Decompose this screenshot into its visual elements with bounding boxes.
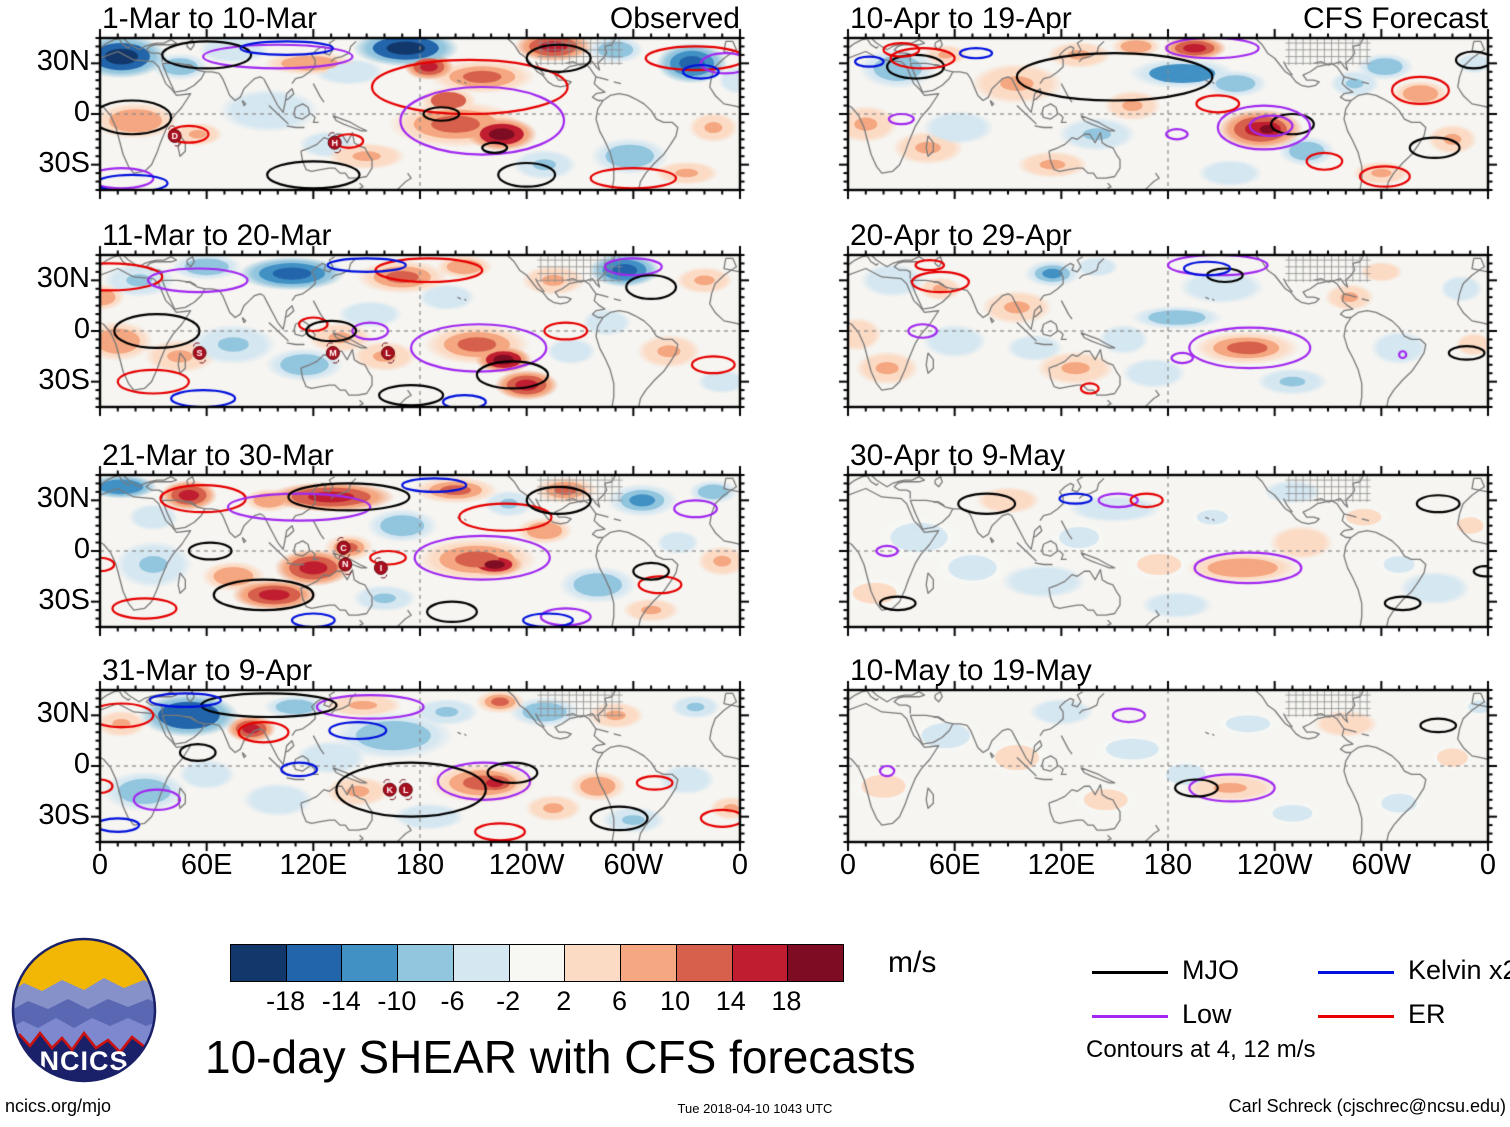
x-axis-tick-label: 120E bbox=[279, 849, 348, 881]
svg-text:NCICS: NCICS bbox=[39, 1046, 128, 1076]
footer-timestamp: Tue 2018-04-10 1043 UTC bbox=[677, 1101, 833, 1116]
x-axis-tick-label: 60W bbox=[1351, 849, 1412, 881]
colorbar-cell-2 bbox=[341, 945, 398, 981]
x-axis-tick-label: 60W bbox=[603, 849, 664, 881]
y-axis-tick-label: 0 bbox=[73, 533, 90, 565]
colorbar-cell-7 bbox=[620, 945, 676, 981]
x-axis-tick-label: 120E bbox=[1027, 849, 1096, 881]
map-canvas-fcst4 bbox=[836, 678, 1500, 854]
map-canvas-obs4 bbox=[88, 678, 752, 854]
colorbar-cell-4 bbox=[452, 945, 509, 981]
legend-label-mjo: MJO bbox=[1182, 955, 1239, 985]
colorbar-tick-label: -6 bbox=[440, 986, 465, 1016]
colorbar-cell-5 bbox=[508, 945, 565, 981]
y-axis-tick-label: 30S bbox=[38, 583, 90, 616]
figure-title: 10-day SHEAR with CFS forecasts bbox=[205, 1031, 916, 1083]
y-axis-tick-label: 30S bbox=[38, 146, 90, 179]
colorbar-cell-0 bbox=[231, 945, 286, 981]
colorbar-cell-3 bbox=[397, 945, 453, 981]
colorbar-cell-9 bbox=[731, 945, 788, 981]
colorbar-tick-label: -14 bbox=[321, 986, 361, 1016]
map-canvas-obs1 bbox=[88, 26, 752, 202]
legend-line-kelvin bbox=[1318, 971, 1394, 974]
map-canvas-obs3 bbox=[88, 463, 752, 639]
x-axis-tick-label: 0 bbox=[91, 849, 109, 881]
map-canvas-fcst2 bbox=[836, 243, 1500, 419]
y-axis-tick-label: 0 bbox=[73, 96, 90, 128]
footer-url: ncics.org/mjo bbox=[5, 1096, 112, 1116]
x-axis-tick-label: 180 bbox=[1143, 849, 1193, 881]
contour-legend-note: Contours at 4, 12 m/s bbox=[1086, 1036, 1316, 1063]
y-axis-tick-label: 0 bbox=[73, 748, 90, 780]
y-axis-tick-label: 30N bbox=[36, 482, 90, 515]
colorbar-tick-label: 6 bbox=[611, 986, 627, 1016]
colorbar-tick-label: 2 bbox=[556, 986, 572, 1016]
map-canvas-obs2 bbox=[88, 243, 752, 419]
legend-label-low: Low bbox=[1182, 999, 1232, 1029]
x-axis-tick-label: 120W bbox=[1236, 849, 1313, 881]
colorbar-tick-label: -18 bbox=[266, 986, 306, 1016]
y-axis-tick-label: 30N bbox=[36, 697, 90, 730]
map-canvas-fcst3 bbox=[836, 463, 1500, 639]
colorbar-cell-10 bbox=[787, 945, 844, 981]
colorbar bbox=[230, 944, 844, 982]
y-axis-tick-label: 30N bbox=[36, 45, 90, 78]
y-axis-tick-label: 30S bbox=[38, 363, 90, 396]
colorbar-cell-6 bbox=[564, 945, 621, 981]
x-axis-tick-label: 60E bbox=[928, 849, 981, 881]
legend-line-er bbox=[1318, 1015, 1394, 1018]
colorbar-cell-8 bbox=[675, 945, 732, 981]
y-axis-tick-label: 0 bbox=[73, 313, 90, 345]
colorbar-units-label: m/s bbox=[888, 946, 937, 979]
x-axis-tick-label: 0 bbox=[839, 849, 857, 881]
legend-label-kelvin: Kelvin x2 bbox=[1408, 955, 1510, 985]
colorbar-tick-label: -2 bbox=[496, 986, 521, 1016]
x-axis-tick-label: 120W bbox=[488, 849, 565, 881]
map-canvas-fcst1 bbox=[836, 26, 1500, 202]
colorbar-tick-label: 10 bbox=[660, 986, 691, 1016]
colorbar-tick-label: -10 bbox=[377, 986, 417, 1016]
x-axis-tick-label: 180 bbox=[395, 849, 445, 881]
colorbar-cell-1 bbox=[285, 945, 342, 981]
y-axis-tick-label: 30N bbox=[36, 262, 90, 295]
legend-line-mjo bbox=[1092, 971, 1168, 974]
legend-line-low bbox=[1092, 1015, 1168, 1018]
colorbar-tick-label: 18 bbox=[771, 986, 802, 1016]
x-axis-tick-label: 0 bbox=[1479, 849, 1497, 881]
footer-credit: Carl Schreck (cjschrec@ncsu.edu) bbox=[1228, 1096, 1506, 1116]
x-axis-tick-label: 0 bbox=[731, 849, 749, 881]
ncics-logo-graphic: NCICS bbox=[11, 937, 157, 1083]
legend-label-er: ER bbox=[1408, 999, 1446, 1029]
y-axis-tick-label: 30S bbox=[38, 798, 90, 831]
colorbar-tick-label: 14 bbox=[715, 986, 746, 1016]
x-axis-tick-label: 60E bbox=[180, 849, 233, 881]
ncics-logo: NCICS bbox=[8, 936, 160, 1093]
